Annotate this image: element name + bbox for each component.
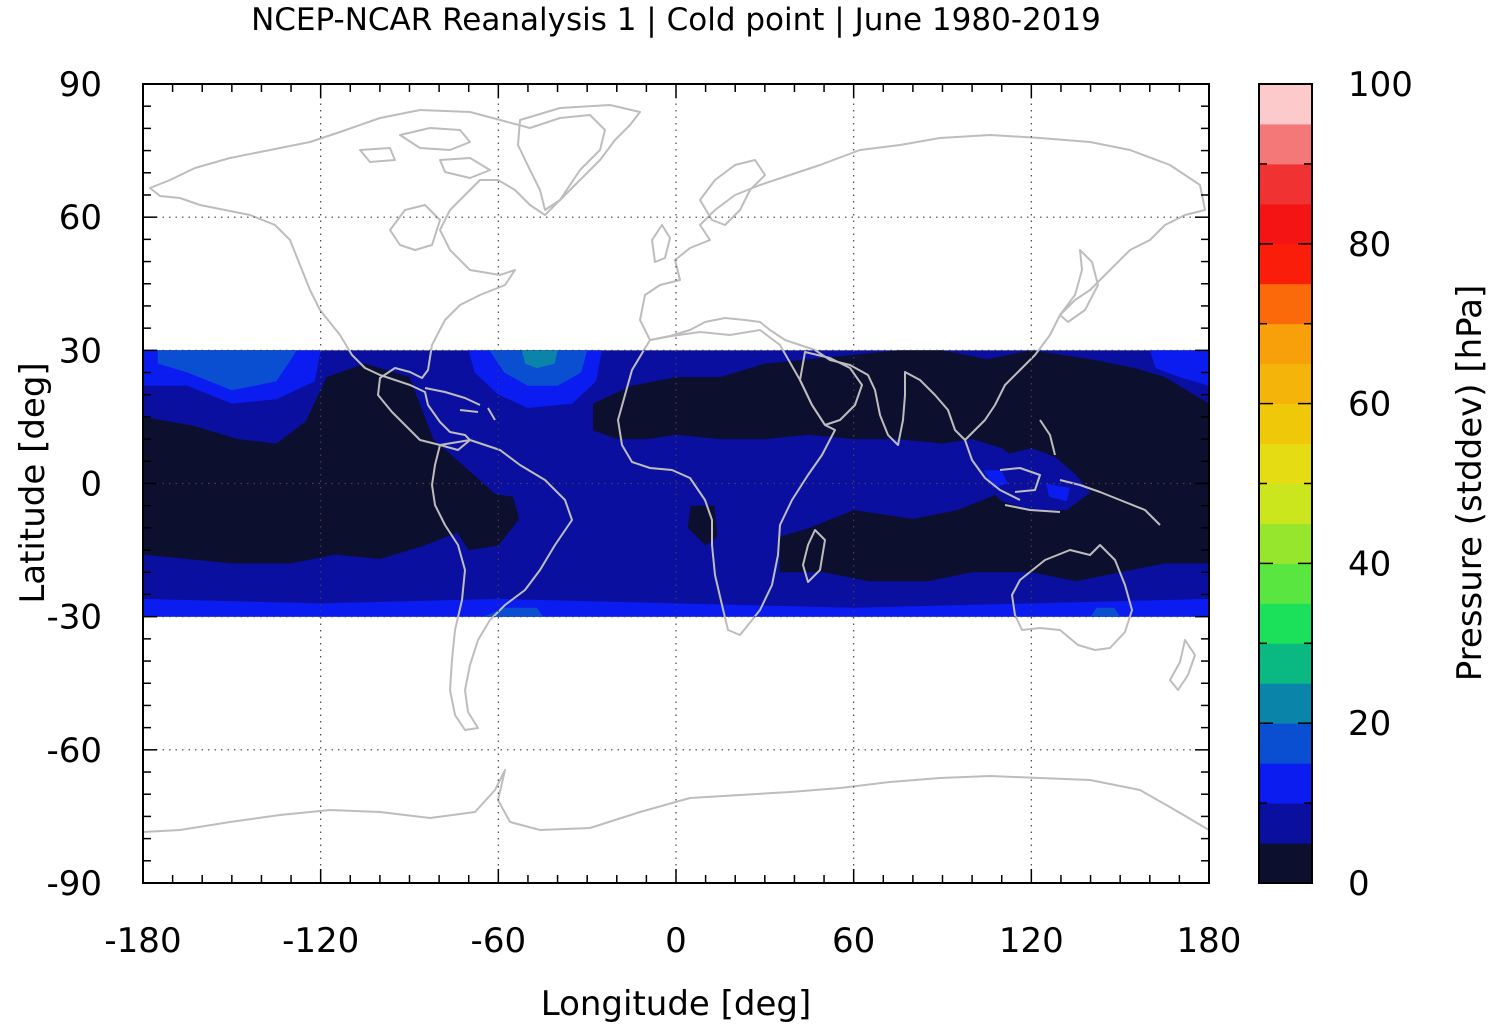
region-indonesia-bright-pocket-b bbox=[1046, 483, 1070, 502]
axis-ticks bbox=[142, 83, 1210, 884]
y-tick-label: -60 bbox=[46, 731, 102, 771]
x-tick-label: -60 bbox=[471, 921, 527, 961]
colorbar-tick-label: 60 bbox=[1348, 385, 1391, 425]
region-amazon-dark bbox=[445, 492, 520, 551]
colorbar-swatch bbox=[1259, 723, 1312, 764]
colorbar-swatch bbox=[1259, 803, 1312, 844]
x-tick-label: -180 bbox=[104, 921, 181, 961]
y-tick-label: 30 bbox=[59, 331, 102, 371]
colorbar-tick-label: 100 bbox=[1348, 65, 1413, 105]
y-tick-label: 60 bbox=[59, 198, 102, 238]
region-north-atlantic-medium bbox=[489, 350, 588, 386]
coastline-north-america bbox=[149, 109, 606, 451]
coastlines bbox=[143, 104, 1209, 833]
colorbar-swatch bbox=[1259, 563, 1312, 604]
region-north-atlantic-teal bbox=[522, 350, 558, 369]
colorbar-swatch bbox=[1259, 523, 1312, 564]
colorbar-swatch bbox=[1259, 283, 1312, 325]
y-tick-label: -30 bbox=[46, 598, 102, 638]
colorbar-swatch bbox=[1259, 163, 1312, 205]
coastline-madagascar bbox=[802, 529, 826, 583]
colorbar-swatch bbox=[1259, 323, 1312, 365]
plot-area bbox=[143, 84, 1209, 883]
chart-title: NCEP-NCAR Reanalysis 1 | Cold point | Ju… bbox=[251, 2, 1101, 38]
colorbar-tick-label: 80 bbox=[1348, 225, 1391, 265]
coastline-antarctica bbox=[143, 769, 1209, 833]
coastline-new-zealand bbox=[1169, 639, 1196, 691]
coastline-greenland bbox=[517, 104, 641, 211]
y-tick-label: -90 bbox=[46, 864, 102, 904]
x-axis-label: Longitude [deg] bbox=[541, 984, 812, 1024]
coastline-south-america bbox=[431, 439, 573, 731]
colorbar-swatch bbox=[1259, 363, 1312, 405]
colorbar-swatch bbox=[1259, 763, 1312, 804]
colorbar-swatch bbox=[1259, 643, 1312, 684]
region-south-band-medium-b bbox=[1090, 607, 1121, 617]
y-tick-label: 0 bbox=[80, 465, 102, 505]
colorbar-tick-labels: 100 80 60 40 20 0 bbox=[1348, 65, 1413, 904]
y-tick-labels: 90 60 30 0 -30 -60 -90 bbox=[46, 65, 102, 904]
coastline-japan bbox=[1059, 249, 1099, 323]
region-south-band-medium-a bbox=[483, 607, 543, 617]
x-tick-label: 180 bbox=[1177, 921, 1242, 961]
colorbar-swatch bbox=[1259, 483, 1312, 524]
coastline-caribbean bbox=[424, 387, 496, 421]
colorbar-tick-label: 20 bbox=[1348, 704, 1391, 744]
colorbar-swatch bbox=[1259, 203, 1312, 245]
colorbar-swatch bbox=[1259, 123, 1312, 165]
region-north-pacific-medium bbox=[157, 350, 297, 391]
coastline-uk bbox=[651, 224, 671, 263]
x-tick-label: -120 bbox=[282, 921, 359, 961]
colorbar-tick-label: 40 bbox=[1348, 544, 1391, 584]
colorbar-ticks bbox=[1259, 83, 1312, 884]
coastline-arctic-islands bbox=[359, 127, 491, 179]
colorbar-swatch bbox=[1259, 443, 1312, 484]
colorbar-swatch bbox=[1259, 84, 1312, 125]
colorbar-swatch bbox=[1259, 603, 1312, 644]
colorbar-swatch bbox=[1259, 843, 1312, 884]
x-tick-label: 0 bbox=[665, 921, 687, 961]
x-tick-label: 60 bbox=[832, 921, 875, 961]
region-south-band-bright bbox=[143, 598, 1209, 617]
colorbar-swatch bbox=[1259, 403, 1312, 445]
coastline-australia bbox=[1011, 544, 1133, 651]
colorbar-swatch bbox=[1259, 243, 1312, 285]
colorbar bbox=[1259, 84, 1312, 884]
x-tick-labels: -180 -120 -60 0 60 120 180 bbox=[104, 921, 1241, 961]
gridlines bbox=[143, 84, 1209, 883]
colorbar-label: Pressure (stddev) [hPa] bbox=[1450, 285, 1490, 681]
coastline-hudson-bay bbox=[389, 204, 441, 251]
colorbar-swatch bbox=[1259, 683, 1312, 724]
region-pacific-dark-core bbox=[143, 363, 499, 564]
coastline-africa bbox=[617, 329, 836, 636]
region-africa-india-dark bbox=[593, 350, 1209, 582]
coastline-scandinavia bbox=[699, 159, 766, 226]
x-tick-label: 120 bbox=[999, 921, 1064, 961]
y-tick-label: 90 bbox=[59, 65, 102, 105]
colorbar-tick-label: 0 bbox=[1348, 864, 1370, 904]
region-west-pacific-north-bright bbox=[1149, 350, 1209, 386]
coastline-southeast-asia bbox=[964, 419, 1161, 526]
y-axis-label: Latitude [deg] bbox=[13, 362, 53, 603]
